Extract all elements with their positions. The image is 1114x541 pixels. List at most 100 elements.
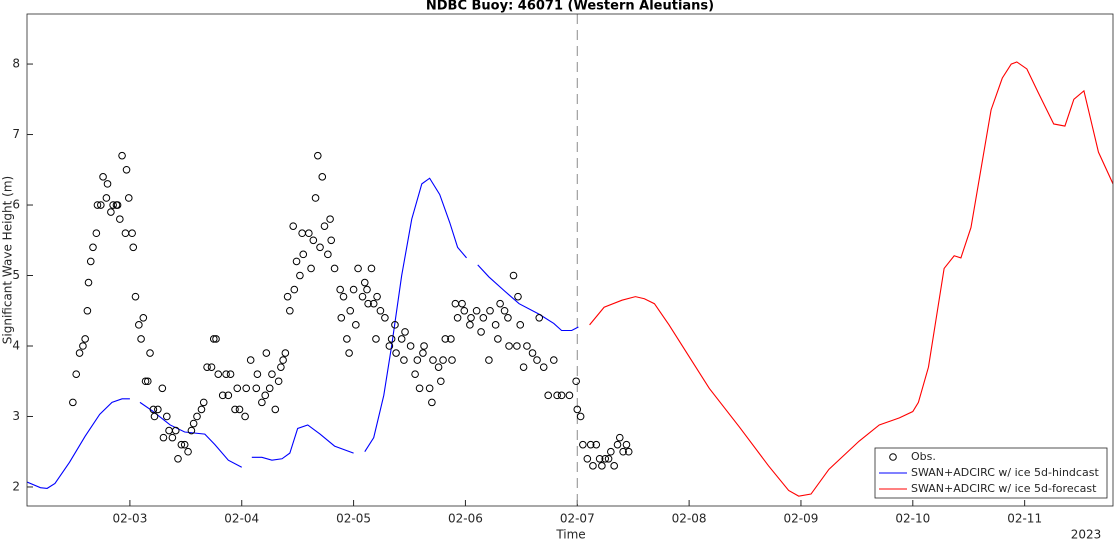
obs-point xyxy=(326,215,334,223)
obs-point xyxy=(354,264,362,273)
obs-point xyxy=(226,370,235,378)
obs-point xyxy=(174,454,182,463)
obs-point xyxy=(113,201,122,209)
obs-point xyxy=(479,313,488,322)
obs-point xyxy=(327,236,336,245)
obs-point xyxy=(279,356,287,364)
obs-point xyxy=(189,419,198,428)
obs-point xyxy=(613,440,622,449)
obs-point xyxy=(376,306,385,315)
obs-point xyxy=(296,271,304,280)
obs-point xyxy=(146,349,154,357)
obs-point xyxy=(241,412,249,421)
obs-point xyxy=(207,363,216,371)
obs-point xyxy=(523,342,531,350)
obs-point xyxy=(595,454,604,463)
obs-point xyxy=(447,335,455,343)
obs-point xyxy=(299,250,308,259)
legend-label: SWAN+ADCIRC w/ ice 5d-hindcast xyxy=(911,466,1099,479)
obs-point xyxy=(318,173,327,181)
obs-point xyxy=(509,271,518,280)
obs-point xyxy=(557,391,566,400)
obs-point xyxy=(472,306,481,315)
obs-point xyxy=(124,194,133,202)
obs-point xyxy=(281,349,290,357)
x-tick-label: 02-04 xyxy=(224,512,259,526)
obs-point xyxy=(363,285,371,294)
obs-point xyxy=(406,342,415,350)
obs-point xyxy=(320,222,329,230)
obs-point xyxy=(309,236,318,245)
y-tick-label: 7 xyxy=(12,127,20,141)
obs-point xyxy=(316,243,324,252)
obs-point xyxy=(187,426,196,435)
obs-point xyxy=(397,335,406,343)
obs-point xyxy=(491,321,500,329)
obs-point xyxy=(553,391,561,400)
x-tick-label: 02-08 xyxy=(672,512,707,526)
obs-point xyxy=(252,384,261,393)
obs-point xyxy=(116,215,124,223)
obs-point xyxy=(349,285,358,294)
obs-point xyxy=(460,306,469,315)
x-tick-label: 02-09 xyxy=(784,512,819,526)
obs-point xyxy=(177,440,186,449)
y-tick-label: 6 xyxy=(12,198,20,212)
obs-point xyxy=(86,257,95,266)
obs-point xyxy=(615,433,624,442)
obs-point xyxy=(549,356,558,364)
x-tick-label: 02-03 xyxy=(112,512,147,526)
obs-point xyxy=(154,405,162,414)
obs-point xyxy=(180,440,189,449)
obs-point xyxy=(358,292,367,301)
obs-point xyxy=(364,299,372,308)
obs-point xyxy=(592,440,601,449)
x-tick-label: 02-06 xyxy=(448,512,483,526)
obs-point xyxy=(149,405,158,414)
legend-marker xyxy=(889,453,897,461)
obs-point xyxy=(163,412,171,421)
obs-point xyxy=(129,243,138,252)
x-tick-label: 02-11 xyxy=(1007,512,1042,526)
obs-point xyxy=(158,384,167,393)
obs-point xyxy=(458,299,466,308)
obs-point xyxy=(107,208,115,216)
obs-point xyxy=(83,306,92,315)
obs-point xyxy=(135,321,143,329)
y-tick-label: 8 xyxy=(12,57,20,71)
obs-point xyxy=(367,264,376,273)
obs-point xyxy=(289,222,297,230)
obs-point xyxy=(330,264,339,273)
obs-point xyxy=(258,398,266,407)
obs-point xyxy=(343,335,351,343)
obs-point xyxy=(262,349,271,357)
obs-point xyxy=(159,433,168,442)
obs-point xyxy=(610,462,618,470)
obs-point xyxy=(528,349,537,357)
obs-point xyxy=(544,391,552,400)
obs-point xyxy=(305,229,313,238)
obs-point xyxy=(253,370,262,378)
obs-point xyxy=(102,194,111,202)
y-tick-label: 2 xyxy=(12,479,20,493)
obs-point xyxy=(425,384,434,393)
obs-point xyxy=(598,462,606,470)
obs-point xyxy=(346,306,355,315)
obs-point xyxy=(369,299,378,308)
obs-point xyxy=(337,313,346,322)
obs-point xyxy=(203,363,211,371)
obs-point xyxy=(496,299,504,308)
obs-point xyxy=(143,377,152,386)
obs-point xyxy=(486,306,494,315)
obs-point xyxy=(89,243,97,252)
obs-point xyxy=(500,306,509,315)
obs-point xyxy=(122,165,131,174)
obs-point xyxy=(265,384,274,393)
obs-point xyxy=(141,377,150,386)
obs-point xyxy=(485,356,493,364)
obs-point xyxy=(212,335,220,343)
obs-point xyxy=(137,335,145,343)
obs-point xyxy=(209,335,218,343)
obs-point xyxy=(214,370,223,378)
obs-point xyxy=(313,151,322,160)
